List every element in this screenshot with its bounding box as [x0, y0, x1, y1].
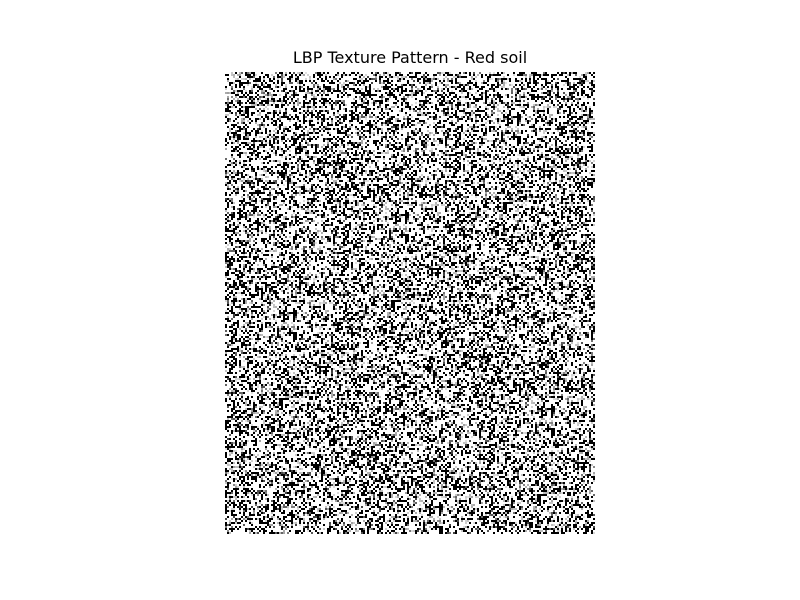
- texture-canvas: [225, 72, 595, 534]
- plot-title: LBP Texture Pattern - Red soil: [292, 48, 528, 67]
- lbp-texture-image: [225, 72, 595, 534]
